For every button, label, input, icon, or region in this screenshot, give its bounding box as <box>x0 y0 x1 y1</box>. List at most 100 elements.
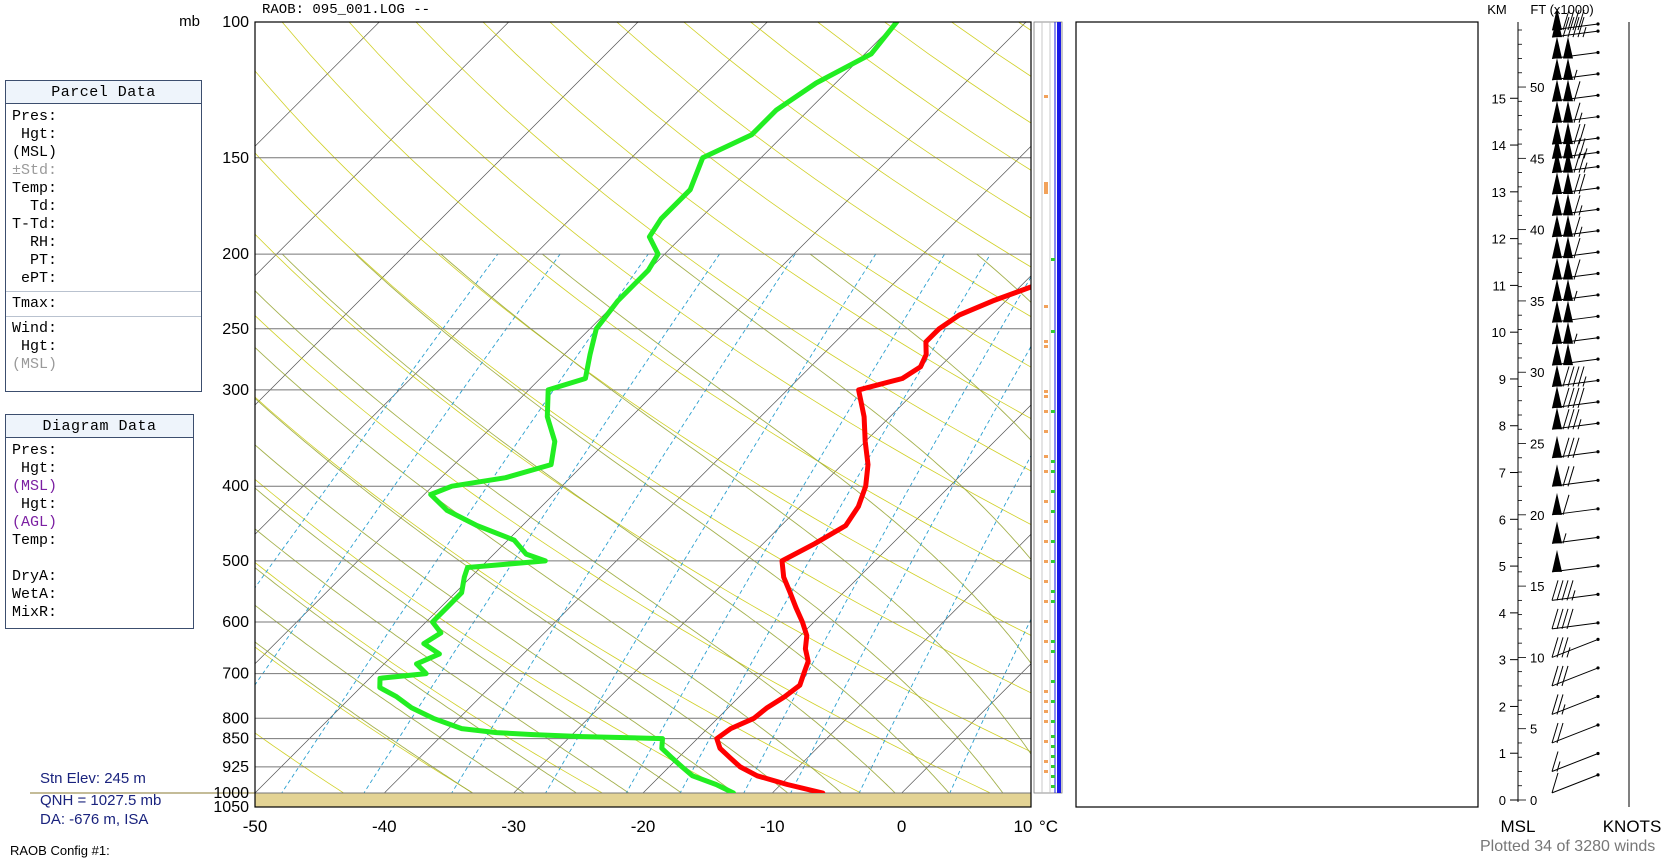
wind-barb-line <box>1578 138 1586 159</box>
km-tick-label: 1 <box>1499 746 1506 761</box>
pressure-tick-label: 850 <box>222 731 249 748</box>
moist-adiabat-line <box>255 641 474 793</box>
wind-barb-flag <box>1552 214 1562 237</box>
wind-barb-line <box>1562 9 1570 31</box>
wind-barb-line <box>1573 81 1581 102</box>
wind-barb-line <box>1562 466 1570 487</box>
cloud-tick <box>1044 500 1048 503</box>
dry-adiabat-line <box>255 562 604 793</box>
wind-barb-flag <box>1563 57 1573 80</box>
wind-barb-flag <box>1563 236 1573 259</box>
wind-barb-half <box>1573 333 1578 344</box>
wind-barb-flag <box>1552 435 1562 458</box>
wind-barb-line <box>1562 437 1570 458</box>
wind-barb-line <box>1561 580 1569 601</box>
parcel-row-label: Temp: <box>12 180 58 197</box>
moisture-tick <box>1051 330 1055 333</box>
wind-barb-line <box>1573 102 1581 123</box>
dry-adiabat-line <box>255 233 1031 753</box>
cloud-tick <box>1044 640 1048 643</box>
wind-barb-line <box>1551 772 1559 794</box>
isotherm-line <box>255 22 1027 793</box>
wind-barb-half <box>1577 419 1582 430</box>
wind-barb-half <box>1578 112 1583 123</box>
wind-barb-tip <box>1596 336 1600 340</box>
wind-barb <box>1551 171 1600 195</box>
wind-barb-line <box>1573 216 1581 237</box>
wind-barb-flag <box>1563 150 1573 173</box>
panel-divider <box>6 316 201 317</box>
ft-tick-label: 10 <box>1530 650 1544 665</box>
wind-barb-flag <box>1552 79 1562 102</box>
ft-tick-label: 50 <box>1530 80 1544 95</box>
wind-barb-line <box>1551 580 1559 601</box>
km-tick-label: 5 <box>1499 559 1506 574</box>
dry-adiabat-line <box>281 22 1031 580</box>
mixing-ratio-line <box>858 454 1031 793</box>
wind-barb-tip <box>1596 293 1600 297</box>
plotted-winds-count: Plotted 34 of 3280 winds <box>1480 838 1656 855</box>
wind-barb-tip <box>1596 421 1600 425</box>
msl-label: MSL <box>1501 817 1536 836</box>
diagram-row-label: MixR: <box>12 604 58 621</box>
wind-barb <box>1551 193 1600 216</box>
moisture-tick <box>1051 410 1055 413</box>
parcel-wind-row-label: (MSL) <box>12 356 58 373</box>
wind-barb-tip <box>1596 22 1600 26</box>
diagram-data-title: Diagram Data <box>6 415 193 438</box>
wind-barb-line <box>1573 195 1581 216</box>
moist-adiabat-line <box>255 290 896 793</box>
wind-barb-tip <box>1596 621 1600 625</box>
wind-barb-flag <box>1552 521 1562 544</box>
wind-barb-flag <box>1563 300 1573 323</box>
wind-barb-half <box>1583 162 1588 173</box>
mixing-ratio-line <box>790 345 1031 793</box>
isotherm-line <box>771 533 1031 793</box>
wind-barb-line <box>1556 665 1564 687</box>
isotherm-line <box>513 275 1031 793</box>
wind-barb-flag <box>1552 364 1562 387</box>
wind-barb-line <box>1556 694 1564 715</box>
isotherm-line <box>383 145 1031 793</box>
cloud-block <box>1044 182 1048 194</box>
temperature-tick-label: -20 <box>631 817 656 836</box>
wind-barb-half <box>1561 704 1566 715</box>
wind-barb-tip <box>1596 115 1600 119</box>
diagram-row-label: (AGL) <box>12 514 58 531</box>
wind-barb <box>1551 79 1600 102</box>
wind-barb-flag <box>1552 300 1562 323</box>
parcel-wind-row-label: Hgt: <box>12 338 58 355</box>
cloud-tick <box>1044 95 1048 98</box>
wind-barb-flag <box>1552 278 1562 301</box>
wind-barb-half <box>1573 290 1578 302</box>
cloud-tick <box>1044 710 1048 713</box>
wind-barb-flag <box>1552 385 1562 408</box>
diagram-row-label: WetA: <box>12 586 58 603</box>
ft-tick-label: 20 <box>1530 508 1544 523</box>
wind-barb <box>1551 343 1600 366</box>
wind-data-bar <box>1057 22 1061 793</box>
cloud-tick <box>1044 410 1048 413</box>
wind-barb-tip <box>1596 535 1600 539</box>
wind-barb-line <box>1556 722 1564 744</box>
wind-barb-line <box>1556 637 1564 658</box>
parcel-row-label: T-Td: <box>12 216 58 233</box>
wind-barb-line <box>1561 637 1569 658</box>
parcel-row-label: RH: <box>12 234 58 251</box>
wind-barb <box>1551 364 1600 387</box>
km-tick-label: 11 <box>1493 278 1507 293</box>
parcel-row-label: (MSL) <box>12 144 58 161</box>
wind-barb-line <box>1577 387 1585 409</box>
moist-adiabat-line <box>542 253 1031 665</box>
wind-barb-line <box>1578 152 1586 173</box>
mixing-ratio-line <box>255 253 561 686</box>
dry-adiabat-line <box>255 396 863 793</box>
moist-adiabat-line <box>255 567 578 793</box>
wind-barb-line <box>1562 16 1570 38</box>
wind-barb-half <box>1566 647 1571 658</box>
ft-tick-label: 0 <box>1530 793 1537 808</box>
pressure-tick-label: 1000 <box>213 785 249 802</box>
wind-barb <box>1551 257 1600 281</box>
km-tick-label: 13 <box>1492 185 1506 200</box>
wind-barb-line <box>1577 366 1585 387</box>
